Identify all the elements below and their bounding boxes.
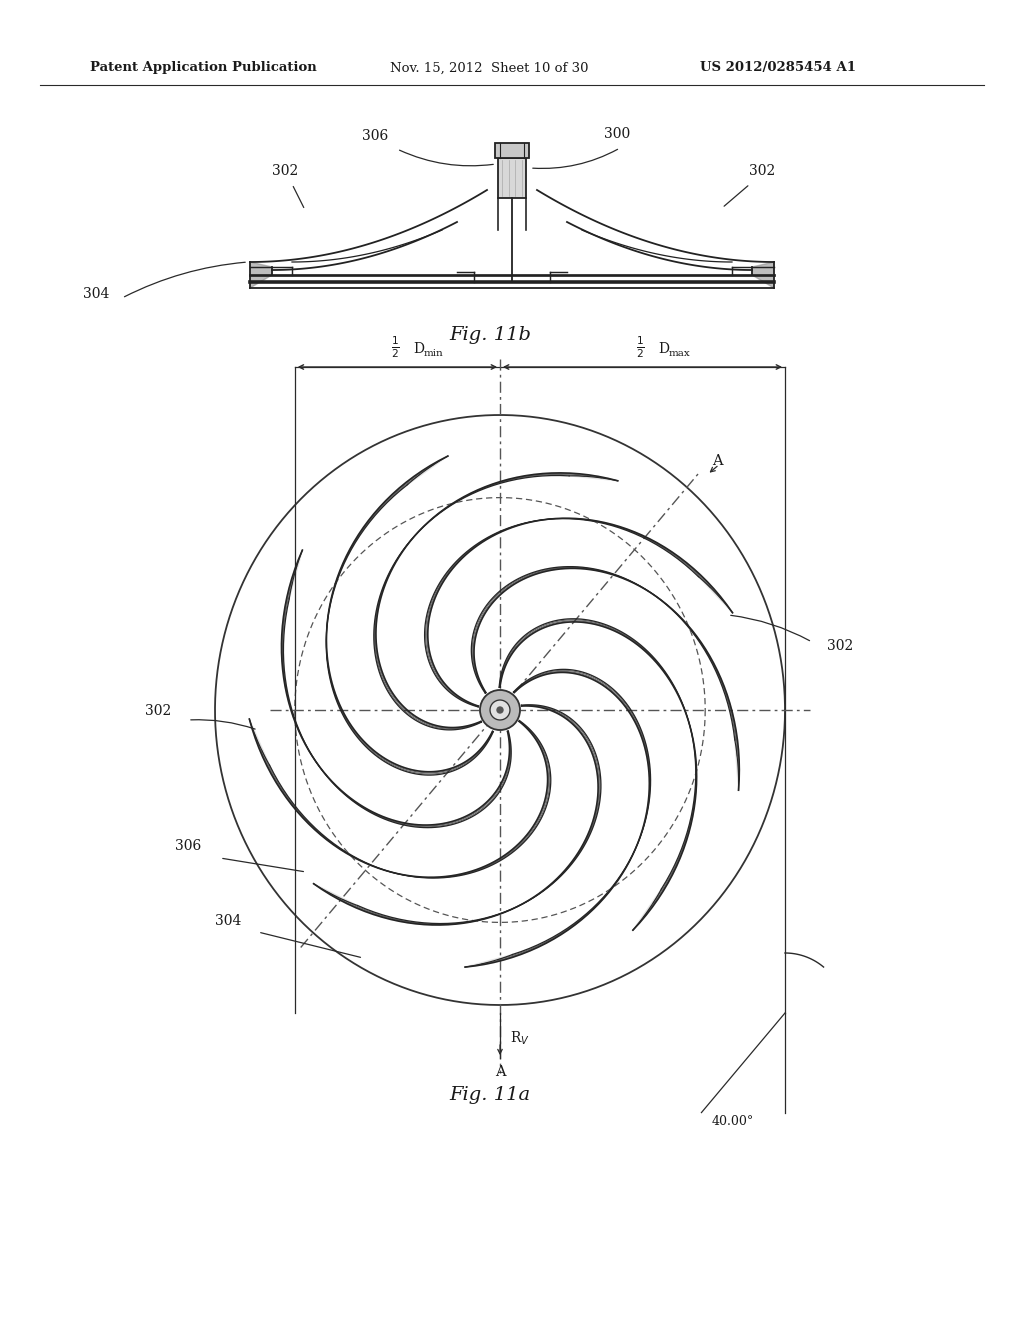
Text: A: A: [712, 454, 723, 467]
Polygon shape: [425, 519, 732, 708]
Text: 302: 302: [826, 639, 853, 653]
Text: 304: 304: [83, 286, 110, 301]
Polygon shape: [752, 261, 774, 288]
Text: $\frac{1}{2}$: $\frac{1}{2}$: [391, 334, 399, 360]
Text: 302: 302: [144, 704, 171, 718]
Text: Fig. 11a: Fig. 11a: [450, 1086, 530, 1104]
Text: 306: 306: [175, 840, 201, 853]
Circle shape: [490, 700, 510, 719]
Text: 306: 306: [361, 129, 388, 143]
Polygon shape: [499, 619, 696, 931]
Text: $\frac{1}{2}$: $\frac{1}{2}$: [636, 334, 645, 360]
Text: 300: 300: [604, 127, 630, 141]
Polygon shape: [250, 261, 272, 288]
Polygon shape: [250, 719, 551, 878]
Polygon shape: [471, 566, 739, 791]
Text: max: max: [669, 348, 690, 358]
Polygon shape: [327, 457, 494, 775]
Text: D: D: [414, 342, 424, 356]
Polygon shape: [282, 550, 511, 828]
Polygon shape: [313, 705, 601, 925]
Text: D: D: [658, 342, 670, 356]
Text: 40.00°: 40.00°: [712, 1115, 754, 1129]
Text: US 2012/0285454 A1: US 2012/0285454 A1: [700, 62, 856, 74]
Text: 302: 302: [272, 164, 298, 178]
Text: 302: 302: [749, 164, 775, 178]
Text: 304: 304: [215, 913, 242, 928]
Text: Fig. 11b: Fig. 11b: [449, 326, 531, 345]
Bar: [495, 143, 529, 158]
Text: Nov. 15, 2012  Sheet 10 of 30: Nov. 15, 2012 Sheet 10 of 30: [390, 62, 589, 74]
Polygon shape: [465, 669, 650, 968]
Circle shape: [480, 690, 520, 730]
Polygon shape: [374, 473, 617, 730]
Text: Patent Application Publication: Patent Application Publication: [90, 62, 316, 74]
Bar: [498, 158, 526, 198]
Text: R$_V$: R$_V$: [510, 1030, 529, 1047]
Circle shape: [497, 708, 503, 713]
Text: min: min: [423, 348, 443, 358]
Text: A: A: [495, 1065, 505, 1078]
